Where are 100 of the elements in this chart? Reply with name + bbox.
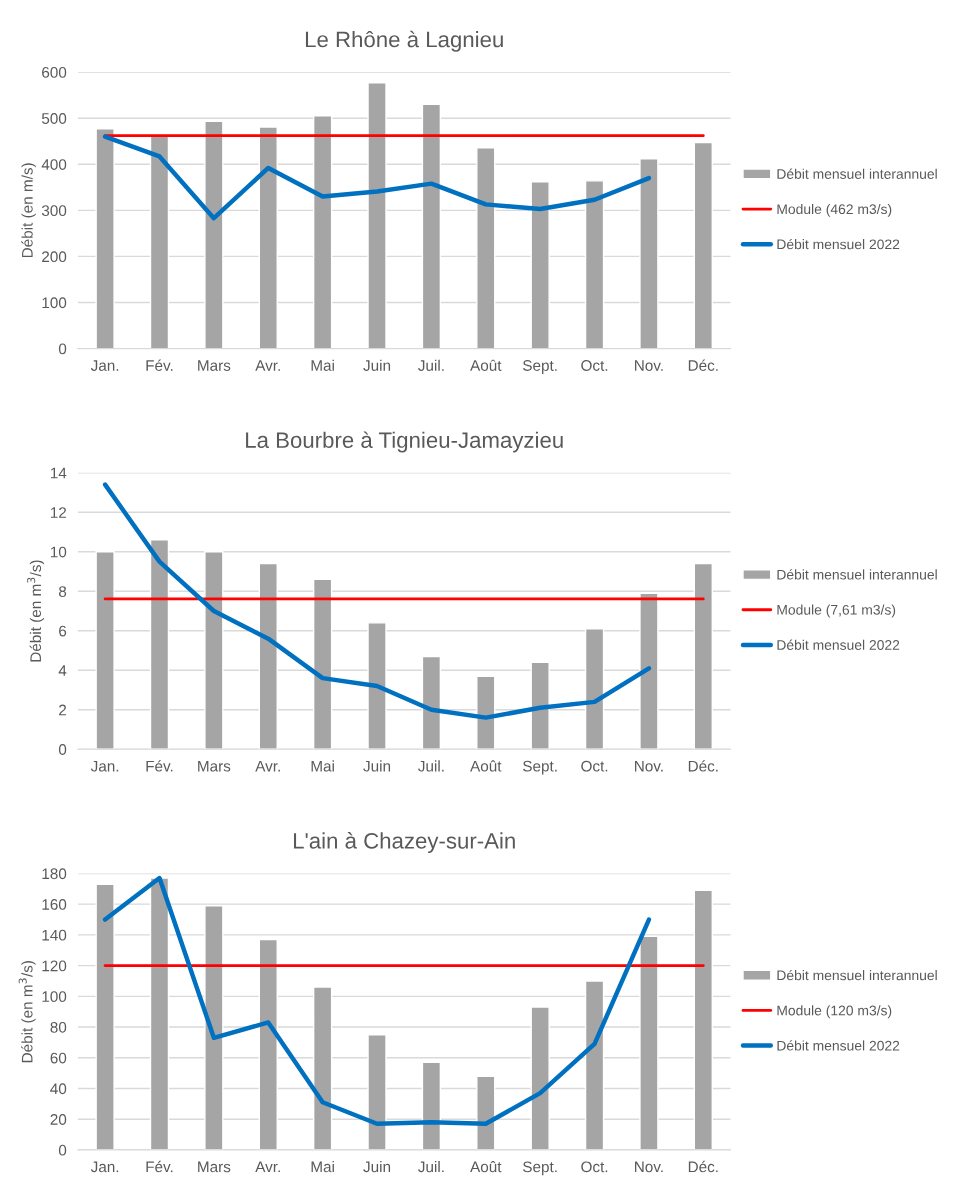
- bar: [149, 539, 170, 750]
- x-tick-label: Déc.: [688, 359, 718, 371]
- bar: [530, 661, 550, 750]
- bar: [95, 883, 115, 1150]
- bar: [693, 889, 713, 1150]
- legend-label: Module (120 m3/s): [777, 1005, 892, 1019]
- x-tick-label: Sept.: [523, 360, 557, 374]
- x-tick-label: Mars: [198, 360, 231, 371]
- x-tick-label: Août: [470, 760, 502, 772]
- y-axis-title: Débit (en m/s): [21, 163, 36, 258]
- bar: [204, 551, 224, 750]
- x-tick-label: Déc.: [688, 1160, 718, 1173]
- legend-label: Débit mensuel 2022: [777, 1040, 900, 1051]
- y-tick-label: 120: [42, 960, 67, 972]
- bar: [149, 877, 170, 1150]
- bar: [204, 905, 224, 1150]
- bar: [421, 103, 442, 349]
- x-tick-label: Mars: [198, 760, 231, 772]
- legend-label: Débit mensuel interannuel: [777, 168, 937, 179]
- bar: [312, 115, 333, 349]
- legend-label: Débit mensuel interannuel: [777, 969, 937, 981]
- y-axis-title: Débit (en m$^{3}$/s): [18, 961, 36, 1063]
- y-tick-label: 60: [50, 1052, 67, 1064]
- x-tick-label: Juin: [363, 1161, 391, 1173]
- bar: [367, 82, 387, 349]
- x-tick-label: Oct.: [581, 360, 608, 371]
- y-tick-label: 0: [58, 1144, 67, 1156]
- line-series: [102, 875, 652, 1127]
- legend-label: Module (462 m3/s): [777, 203, 892, 217]
- y-tick-label: 2: [59, 704, 67, 716]
- x-tick-label: Déc.: [688, 760, 718, 772]
- legend-label: Module (7,61 m3/s): [777, 604, 896, 618]
- bar: [639, 935, 659, 1150]
- y-tick-label: 80: [50, 1021, 67, 1033]
- bar: [639, 592, 659, 750]
- legend-label: Débit mensuel 2022: [777, 238, 900, 250]
- legend-label: Débit mensuel 2022: [777, 639, 900, 650]
- y-tick-label: 140: [42, 929, 67, 941]
- bar: [421, 1061, 442, 1150]
- bar: [258, 938, 278, 1150]
- x-tick-label: Août: [470, 1160, 502, 1173]
- x-tick-label: Avr.: [255, 760, 280, 772]
- bar: [367, 1034, 387, 1150]
- y-tick-label: 300: [41, 205, 67, 217]
- x-tick-label: Juin: [363, 359, 391, 371]
- x-tick-label: Mai: [311, 760, 334, 772]
- y-tick-label: 4: [58, 665, 67, 676]
- y-tick-label: 200: [42, 251, 67, 263]
- y-tick-label: 0: [58, 343, 67, 355]
- y-tick-label: 180: [42, 868, 67, 880]
- y-tick-label: 6: [59, 625, 67, 637]
- bar: [639, 158, 659, 349]
- y-tick-label: 160: [42, 899, 67, 910]
- bar: [530, 1006, 550, 1150]
- x-tick-label: Sept.: [523, 760, 557, 775]
- bar: [693, 141, 713, 349]
- chart-title: La Bourbre à Tignieu-Jamayzieu: [246, 431, 563, 453]
- x-tick-label: Nov.: [635, 1161, 663, 1173]
- bar: [584, 180, 605, 349]
- bar: [421, 655, 442, 750]
- x-tick-label: Fév.: [146, 760, 173, 772]
- chart-title: L'ain à Chazey-sur-Ain: [293, 832, 515, 854]
- y-tick-label: 14: [50, 467, 67, 479]
- y-axis-title: Débit (en m$^{3}$/s): [27, 560, 45, 662]
- bar: [476, 146, 496, 349]
- x-tick-label: Mars: [198, 1161, 231, 1173]
- x-tick-label: Avr.: [255, 1161, 280, 1173]
- y-tick-label: 40: [50, 1083, 67, 1095]
- x-tick-label: Sept.: [523, 1161, 557, 1176]
- y-tick-label: 0: [58, 744, 67, 755]
- bar: [530, 181, 550, 349]
- x-tick-label: Juil.: [418, 760, 444, 772]
- bar: [476, 675, 496, 750]
- x-tick-label: Juil.: [418, 359, 444, 371]
- x-tick-label: Oct.: [581, 1161, 608, 1173]
- y-tick-label: 12: [50, 507, 67, 518]
- x-tick-label: Fév.: [146, 1160, 173, 1173]
- x-tick-label: Mai: [311, 359, 334, 371]
- bar: [258, 126, 278, 349]
- x-tick-label: Mai: [311, 1161, 334, 1173]
- y-tick-label: 20: [50, 1114, 67, 1125]
- bar: [584, 628, 605, 750]
- x-tick-label: Fév.: [146, 359, 173, 371]
- line-series: [102, 134, 652, 221]
- bar: [204, 120, 224, 349]
- x-tick-label: Avr.: [255, 360, 280, 371]
- bar: [258, 562, 278, 750]
- y-tick-label: 8: [58, 586, 67, 597]
- legend-label: Débit mensuel interannuel: [777, 569, 937, 580]
- bar: [584, 980, 605, 1150]
- bar: [693, 562, 713, 750]
- y-tick-label: 600: [42, 66, 67, 78]
- x-tick-label: Nov.: [635, 360, 663, 371]
- y-tick-label: 400: [41, 159, 67, 170]
- bar: [149, 135, 170, 349]
- x-tick-label: Jan.: [90, 1161, 119, 1173]
- y-tick-label: 10: [50, 546, 67, 558]
- line-series: [102, 482, 652, 720]
- x-tick-label: Nov.: [635, 760, 663, 772]
- y-tick-label: 100: [42, 297, 67, 309]
